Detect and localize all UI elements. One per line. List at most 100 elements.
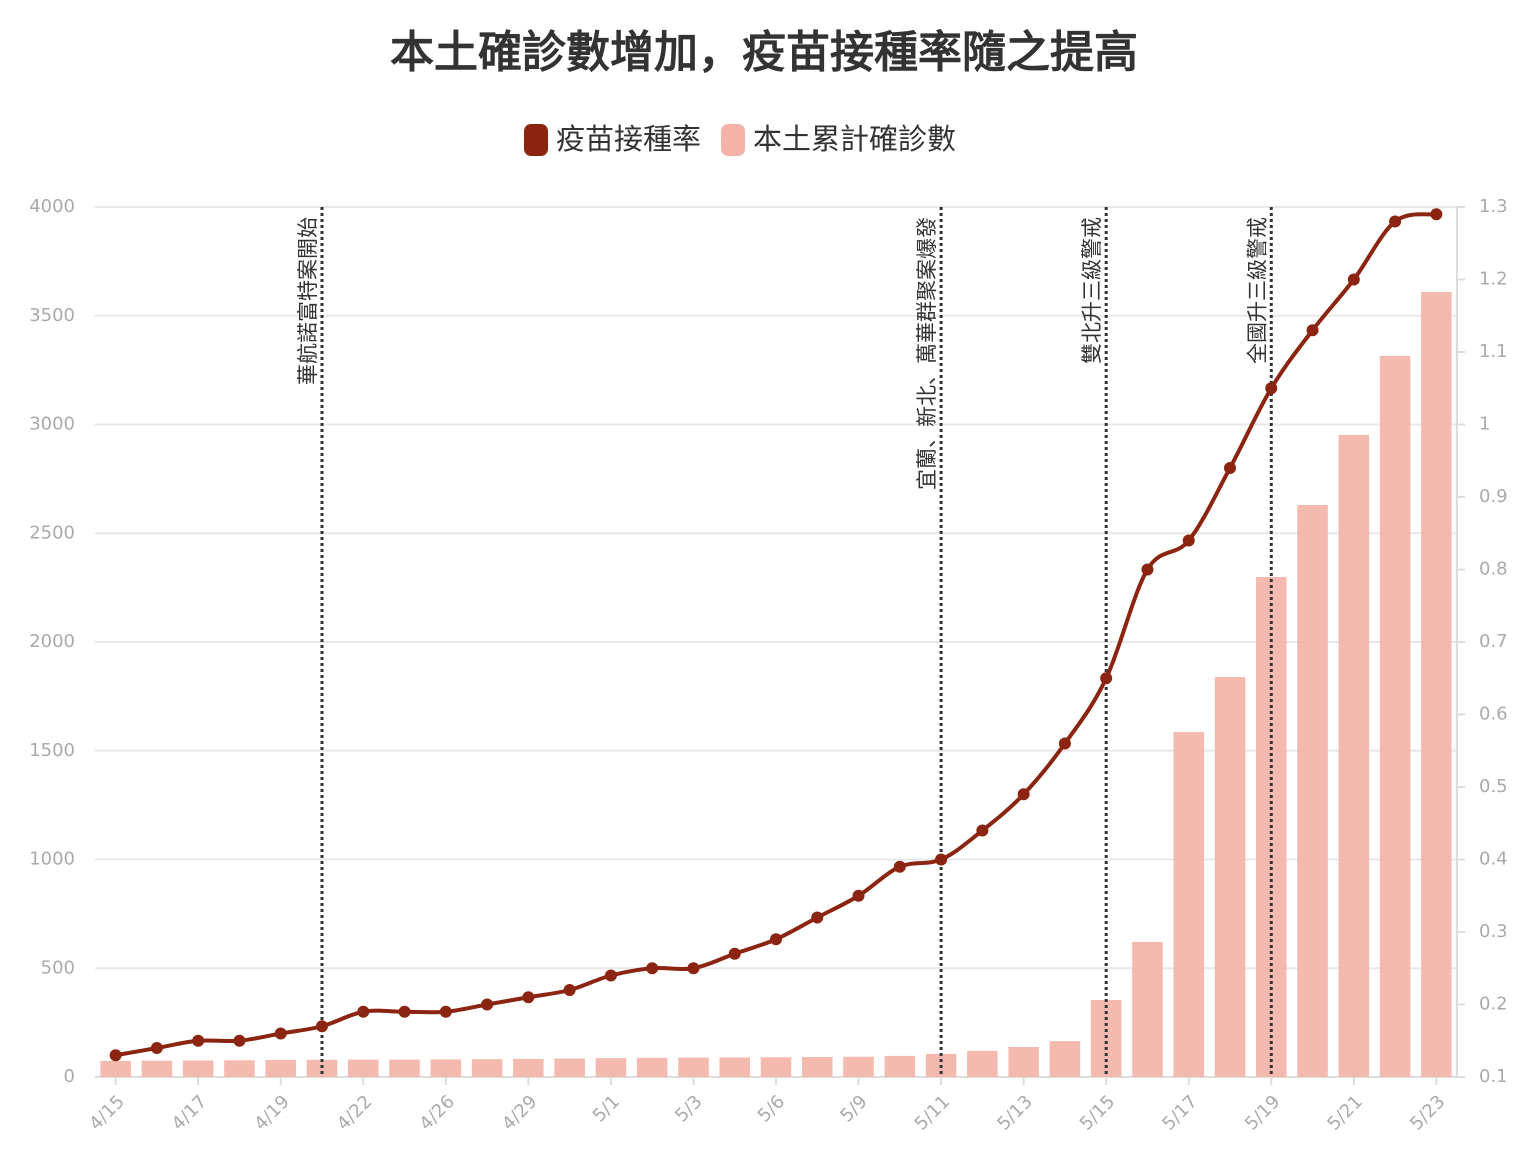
x-tick-label: 5/9 [836,1091,871,1126]
y2-tick-label: 0.2 [1479,994,1508,1015]
bar [1132,941,1163,1077]
y-tick-label: 3000 [29,414,75,435]
y2-tick-label: 0.6 [1479,704,1508,725]
y2-tick-label: 0.5 [1479,776,1508,797]
bar [760,1057,792,1077]
bar [1008,1046,1039,1077]
y2-tick-label: 1 [1479,414,1490,435]
x-tick-label: 4/15 [85,1091,128,1134]
bar [224,1060,255,1077]
y-tick-label: 1500 [29,740,75,761]
y2-tick-label: 0.1 [1479,1066,1508,1087]
line-point [192,1034,205,1047]
x-tick-label: 4/22 [333,1091,376,1134]
line-point [1100,672,1113,685]
y-tick-label: 2500 [29,522,75,543]
x-tick-label: 5/23 [1406,1091,1449,1134]
bar [719,1057,750,1077]
y2-tick-label: 0.8 [1479,559,1508,580]
bar [1421,292,1452,1078]
line-point [233,1034,246,1047]
line-point [811,911,824,924]
legend-swatch [721,124,746,156]
bar [884,1055,916,1077]
x-tick-label: 4/19 [250,1091,293,1134]
line-point [357,1005,370,1018]
line-point [481,998,494,1011]
y-tick-label: 4000 [29,196,75,217]
x-tick-label: 4/26 [415,1091,458,1134]
line-point [1265,382,1278,395]
bar [430,1059,462,1077]
y-tick-label: 1000 [29,849,75,870]
x-tick-label: 5/1 [589,1091,624,1126]
line-point [852,889,865,902]
line-point [976,824,989,837]
y-tick-label: 3500 [29,305,75,326]
legend-label: 本土累計確診數 [753,122,956,156]
line-point [439,1005,452,1018]
y-tick-label: 500 [41,957,75,978]
line-point [274,1027,287,1040]
bar [141,1060,173,1077]
line-point [522,991,535,1004]
bar [306,1059,338,1077]
x-tick-label: 4/29 [498,1091,541,1134]
y2-tick-label: 1.1 [1479,341,1508,362]
bar [389,1059,420,1077]
bar [265,1060,296,1077]
bar [802,1056,833,1077]
bar [843,1056,874,1077]
line-point [1389,215,1402,228]
y2-tick-label: 0.9 [1479,486,1508,507]
x-tick-label: 5/6 [754,1091,789,1126]
line-point [1182,534,1195,547]
x-tick-label: 5/11 [911,1091,954,1134]
bar [471,1059,503,1077]
bar [1049,1041,1081,1077]
annotation-text: 華航諾富特案開始 [296,217,320,385]
legend-swatch [524,124,548,156]
line-point [770,933,782,946]
chart-title: 本土確診數增加，疫苗接種率隨之提高 [390,27,1138,78]
bar [595,1058,627,1077]
x-tick-label: 4/17 [168,1091,211,1134]
line-point [687,962,700,975]
line-point [398,1005,411,1018]
bar [1214,677,1246,1077]
x-tick-label: 5/13 [993,1091,1036,1134]
line-point [935,853,948,866]
y2-tick-label: 1.2 [1479,269,1508,290]
line-point [563,984,576,996]
line-point [109,1049,122,1062]
line-point [316,1020,328,1033]
annotation-text: 雙北升三級警戒 [1080,217,1104,364]
line-point [1058,737,1071,750]
line-point [150,1042,163,1054]
bar [1379,355,1411,1077]
legend-label: 疫苗接種率 [556,122,701,156]
line-point [1306,324,1319,337]
y2-tick-label: 0.3 [1479,921,1508,942]
bar [1338,434,1370,1077]
line-point [728,947,741,960]
y2-tick-label: 0.7 [1479,631,1508,652]
bar [182,1060,214,1077]
line-point [1017,788,1030,801]
x-tick-label: 5/19 [1241,1091,1284,1134]
bar [1297,504,1328,1078]
x-tick-label: 5/21 [1323,1091,1366,1134]
line-point [604,969,617,982]
bar [513,1058,544,1077]
bar [100,1060,131,1077]
bar [1173,732,1204,1077]
y-tick-label: 0 [64,1066,75,1087]
line-point [1141,563,1154,576]
x-tick-label: 5/17 [1158,1091,1201,1134]
y-tick-label: 2000 [29,631,75,652]
y2-tick-label: 1.3 [1479,196,1508,217]
bar [348,1059,379,1077]
line-point [1347,273,1360,286]
bar [967,1050,998,1077]
